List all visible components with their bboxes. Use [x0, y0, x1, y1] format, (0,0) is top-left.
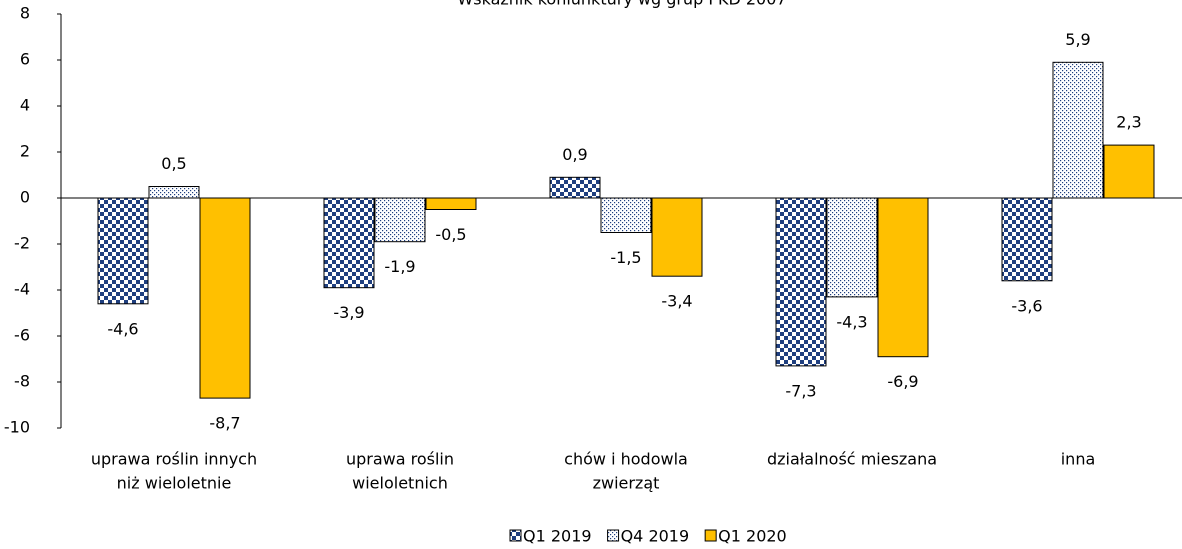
bar	[425, 197, 477, 210]
value-label: 0,9	[562, 145, 587, 164]
bar	[148, 186, 200, 199]
value-label: -4,6	[107, 319, 138, 338]
y-tick-label: -2	[14, 234, 30, 253]
x-tick-label: inna	[1061, 450, 1096, 469]
value-label: 5,9	[1065, 30, 1090, 49]
x-tick-label: zwierząt	[593, 474, 660, 493]
legend-label: Q4 2019	[621, 527, 690, 546]
legend-label: Q1 2020	[718, 527, 787, 546]
x-tick-label: uprawa roślin	[346, 450, 454, 469]
y-tick-label: -8	[14, 372, 30, 391]
value-label: 0,5	[161, 154, 186, 173]
y-tick-label: 4	[20, 96, 30, 115]
y-tick-label: 8	[20, 4, 30, 23]
bar	[651, 197, 703, 277]
y-tick-label: -4	[14, 280, 30, 299]
legend-swatch	[509, 529, 522, 542]
bar	[1052, 61, 1104, 199]
y-tick-label: 2	[20, 142, 30, 161]
value-label: -1,9	[384, 257, 415, 276]
value-label: -3,4	[661, 292, 692, 311]
bar	[97, 197, 149, 305]
y-tick-label: 0	[20, 188, 30, 207]
value-label: -1,5	[610, 248, 641, 267]
bar	[199, 197, 251, 399]
value-label: 2,3	[1116, 113, 1141, 132]
value-label: -6,9	[887, 372, 918, 391]
value-label: -3,9	[333, 303, 364, 322]
bar	[1001, 197, 1053, 282]
y-tick-label: 6	[20, 50, 30, 69]
y-tick-label: -6	[14, 326, 30, 345]
value-label: -3,6	[1011, 296, 1042, 315]
bar	[826, 197, 878, 298]
bar	[323, 197, 375, 289]
value-label: -4,3	[836, 312, 867, 331]
value-label: -0,5	[435, 225, 466, 244]
x-tick-label: wieloletnich	[352, 474, 448, 493]
chart-title: Wskaźnik koniunktury wg grup PKD 2007	[457, 0, 786, 9]
legend-swatch	[704, 529, 717, 542]
legend-label: Q1 2019	[523, 527, 592, 546]
y-tick-label: -10	[4, 418, 30, 437]
bar	[775, 197, 827, 367]
bar	[1103, 144, 1155, 199]
bar	[374, 197, 426, 243]
x-tick-label: chów i hodowla	[564, 450, 688, 469]
bar	[877, 197, 929, 358]
bar	[549, 176, 601, 199]
x-tick-label: działalność mieszana	[767, 450, 937, 469]
x-tick-label: uprawa roślin innych	[91, 450, 257, 469]
x-tick-label: niż wieloletnie	[117, 474, 232, 493]
value-label: -8,7	[209, 414, 240, 433]
value-label: -7,3	[785, 381, 816, 400]
bar	[600, 197, 652, 233]
legend-swatch	[607, 529, 620, 542]
